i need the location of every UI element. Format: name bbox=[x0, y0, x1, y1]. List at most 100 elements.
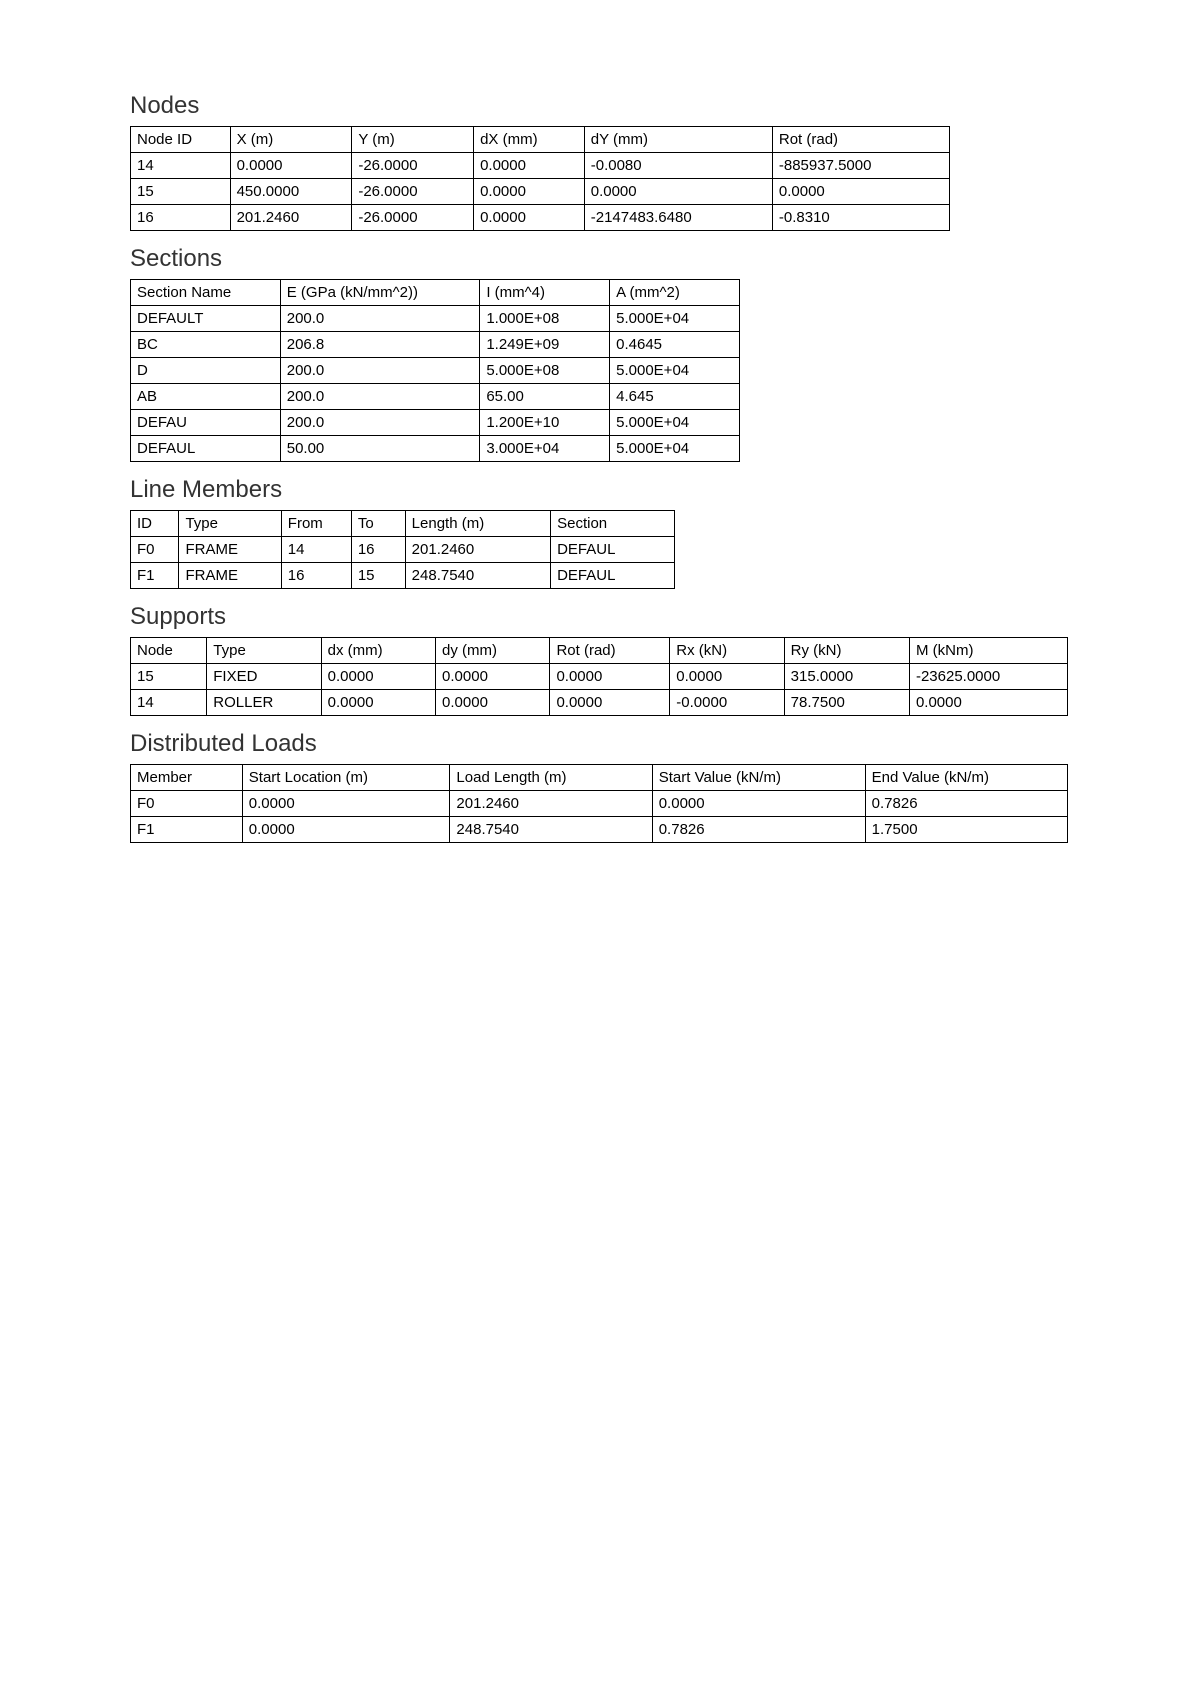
loads-table: MemberStart Location (m)Load Length (m)S… bbox=[130, 764, 1068, 843]
sections-header-1: E (GPa (kN/mm^2)) bbox=[280, 280, 480, 306]
supports-cell-0-3: 0.0000 bbox=[436, 664, 550, 690]
members-cell-1-3: 15 bbox=[351, 563, 405, 589]
sections-cell-2-0: D bbox=[131, 358, 281, 384]
loads-title: Distributed Loads bbox=[130, 730, 1082, 758]
supports-cell-0-2: 0.0000 bbox=[321, 664, 435, 690]
supports-header-3: dy (mm) bbox=[436, 638, 550, 664]
supports-header-6: Ry (kN) bbox=[784, 638, 909, 664]
sections-cell-4-2: 1.200E+10 bbox=[480, 410, 610, 436]
loads-cell-0-3: 0.0000 bbox=[652, 791, 865, 817]
supports-cell-1-1: ROLLER bbox=[207, 690, 321, 716]
sections-cell-0-0: DEFAULT bbox=[131, 306, 281, 332]
loads-header-3: Start Value (kN/m) bbox=[652, 765, 865, 791]
supports-cell-1-5: -0.0000 bbox=[670, 690, 784, 716]
nodes-cell-2-3: 0.0000 bbox=[474, 205, 585, 231]
sections-cell-3-3: 4.645 bbox=[610, 384, 740, 410]
nodes-cell-2-5: -0.8310 bbox=[772, 205, 949, 231]
nodes-header-4: dY (mm) bbox=[584, 127, 772, 153]
loads-cell-1-0: F1 bbox=[131, 817, 243, 843]
table-row: 15450.0000-26.00000.00000.00000.0000 bbox=[131, 179, 950, 205]
members-cell-0-2: 14 bbox=[281, 537, 351, 563]
loads-cell-0-2: 201.2460 bbox=[450, 791, 652, 817]
nodes-table: Node IDX (m)Y (m)dX (mm)dY (mm)Rot (rad)… bbox=[130, 126, 950, 231]
nodes-cell-1-0: 15 bbox=[131, 179, 231, 205]
loads-cell-0-0: F0 bbox=[131, 791, 243, 817]
supports-cell-0-6: 315.0000 bbox=[784, 664, 909, 690]
table-row: F0FRAME1416201.2460DEFAUL bbox=[131, 537, 675, 563]
nodes-cell-2-1: 201.2460 bbox=[230, 205, 352, 231]
sections-table: Section NameE (GPa (kN/mm^2))I (mm^4)A (… bbox=[130, 279, 740, 462]
members-cell-0-4: 201.2460 bbox=[405, 537, 550, 563]
nodes-cell-1-5: 0.0000 bbox=[772, 179, 949, 205]
nodes-cell-1-2: -26.0000 bbox=[352, 179, 474, 205]
sections-cell-5-2: 3.000E+04 bbox=[480, 436, 610, 462]
members-header-2: From bbox=[281, 511, 351, 537]
sections-cell-2-3: 5.000E+04 bbox=[610, 358, 740, 384]
nodes-header-0: Node ID bbox=[131, 127, 231, 153]
sections-cell-5-1: 50.00 bbox=[280, 436, 480, 462]
table-row: DEFAU200.01.200E+105.000E+04 bbox=[131, 410, 740, 436]
sections-cell-1-3: 0.4645 bbox=[610, 332, 740, 358]
nodes-cell-1-4: 0.0000 bbox=[584, 179, 772, 205]
supports-cell-0-5: 0.0000 bbox=[670, 664, 784, 690]
table-row: DEFAUL50.003.000E+045.000E+04 bbox=[131, 436, 740, 462]
members-cell-1-1: FRAME bbox=[179, 563, 281, 589]
supports-cell-0-1: FIXED bbox=[207, 664, 321, 690]
members-cell-0-5: DEFAUL bbox=[551, 537, 675, 563]
nodes-cell-2-4: -2147483.6480 bbox=[584, 205, 772, 231]
members-cell-0-0: F0 bbox=[131, 537, 179, 563]
loads-cell-0-1: 0.0000 bbox=[242, 791, 450, 817]
sections-cell-1-0: BC bbox=[131, 332, 281, 358]
supports-cell-1-0: 14 bbox=[131, 690, 207, 716]
supports-cell-1-4: 0.0000 bbox=[550, 690, 670, 716]
members-cell-1-0: F1 bbox=[131, 563, 179, 589]
supports-cell-0-7: -23625.0000 bbox=[909, 664, 1067, 690]
sections-cell-0-2: 1.000E+08 bbox=[480, 306, 610, 332]
nodes-cell-0-1: 0.0000 bbox=[230, 153, 352, 179]
nodes-cell-0-5: -885937.5000 bbox=[772, 153, 949, 179]
members-table: IDTypeFromToLength (m)SectionF0FRAME1416… bbox=[130, 510, 675, 589]
nodes-cell-0-2: -26.0000 bbox=[352, 153, 474, 179]
nodes-cell-0-0: 14 bbox=[131, 153, 231, 179]
table-row: BC206.81.249E+090.4645 bbox=[131, 332, 740, 358]
sections-cell-4-1: 200.0 bbox=[280, 410, 480, 436]
loads-cell-0-4: 0.7826 bbox=[865, 791, 1067, 817]
loads-cell-1-3: 0.7826 bbox=[652, 817, 865, 843]
nodes-title: Nodes bbox=[130, 92, 1082, 120]
table-row: DEFAULT200.01.000E+085.000E+04 bbox=[131, 306, 740, 332]
supports-header-1: Type bbox=[207, 638, 321, 664]
nodes-cell-1-3: 0.0000 bbox=[474, 179, 585, 205]
sections-header-3: A (mm^2) bbox=[610, 280, 740, 306]
supports-cell-1-6: 78.7500 bbox=[784, 690, 909, 716]
nodes-cell-2-0: 16 bbox=[131, 205, 231, 231]
table-row: D200.05.000E+085.000E+04 bbox=[131, 358, 740, 384]
members-header-0: ID bbox=[131, 511, 179, 537]
members-cell-1-4: 248.7540 bbox=[405, 563, 550, 589]
nodes-cell-1-1: 450.0000 bbox=[230, 179, 352, 205]
members-header-3: To bbox=[351, 511, 405, 537]
table-row: 140.0000-26.00000.0000-0.0080-885937.500… bbox=[131, 153, 950, 179]
supports-table: NodeTypedx (mm)dy (mm)Rot (rad)Rx (kN)Ry… bbox=[130, 637, 1068, 716]
sections-cell-0-3: 5.000E+04 bbox=[610, 306, 740, 332]
supports-header-0: Node bbox=[131, 638, 207, 664]
loads-cell-1-4: 1.7500 bbox=[865, 817, 1067, 843]
sections-title: Sections bbox=[130, 245, 1082, 273]
table-row: 14ROLLER0.00000.00000.0000-0.000078.7500… bbox=[131, 690, 1068, 716]
sections-cell-0-1: 200.0 bbox=[280, 306, 480, 332]
nodes-header-3: dX (mm) bbox=[474, 127, 585, 153]
sections-cell-2-2: 5.000E+08 bbox=[480, 358, 610, 384]
members-header-1: Type bbox=[179, 511, 281, 537]
sections-header-2: I (mm^4) bbox=[480, 280, 610, 306]
nodes-header-2: Y (m) bbox=[352, 127, 474, 153]
supports-header-7: M (kNm) bbox=[909, 638, 1067, 664]
loads-header-2: Load Length (m) bbox=[450, 765, 652, 791]
sections-cell-2-1: 200.0 bbox=[280, 358, 480, 384]
supports-cell-1-2: 0.0000 bbox=[321, 690, 435, 716]
supports-cell-0-0: 15 bbox=[131, 664, 207, 690]
supports-cell-0-4: 0.0000 bbox=[550, 664, 670, 690]
members-header-4: Length (m) bbox=[405, 511, 550, 537]
members-cell-0-3: 16 bbox=[351, 537, 405, 563]
sections-cell-5-3: 5.000E+04 bbox=[610, 436, 740, 462]
nodes-header-1: X (m) bbox=[230, 127, 352, 153]
loads-cell-1-2: 248.7540 bbox=[450, 817, 652, 843]
